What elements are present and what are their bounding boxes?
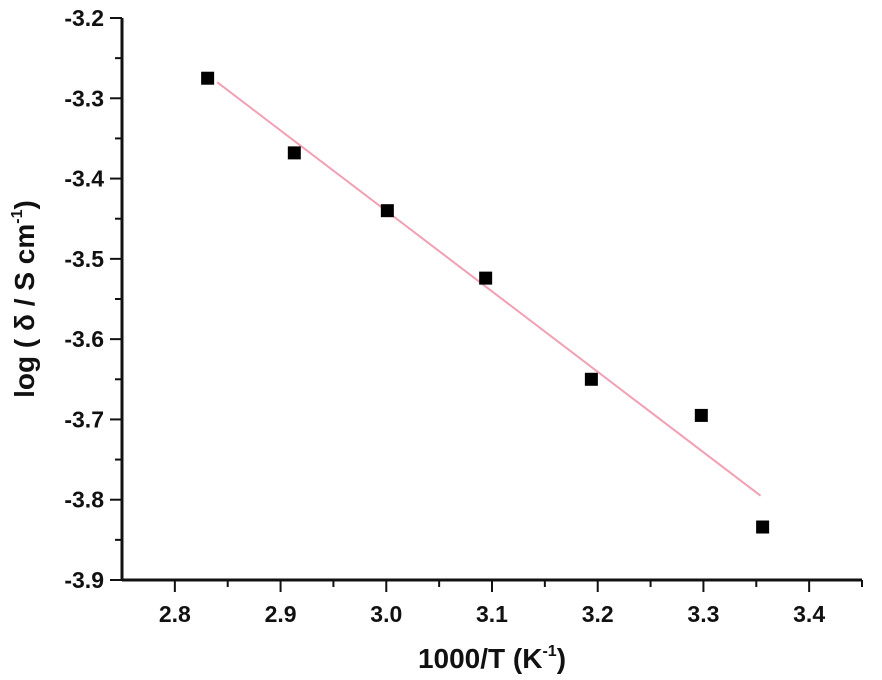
- y-tick-label: -3.2: [64, 5, 104, 31]
- data-points: [201, 71, 770, 534]
- fit-line: [216, 81, 762, 497]
- y-tick-label: -3.5: [64, 246, 104, 272]
- data-point: [201, 71, 215, 85]
- x-tick-label: 3.2: [582, 601, 614, 627]
- data-point: [756, 520, 770, 534]
- x-axis-title: 1000/T (K-1): [418, 643, 566, 674]
- x-tick-label: 2.8: [159, 601, 191, 627]
- y-tick-label: -3.9: [64, 567, 104, 593]
- y-tick-label: -3.8: [64, 487, 104, 513]
- y-axis-title: log ( δ / S cm-1): [9, 200, 40, 398]
- y-tick-label: -3.4: [64, 166, 104, 192]
- data-point: [584, 372, 598, 386]
- data-point: [287, 146, 301, 160]
- y-tick-label: -3.7: [64, 406, 104, 432]
- y-tick-label: -3.3: [64, 85, 104, 111]
- y-axis-ticks: -3.2 -3.3 -3.4 -3.5 -3.6 -3.7 -3.8 -3.9: [64, 5, 122, 593]
- plot-frame: [120, 18, 862, 582]
- data-point: [380, 204, 394, 218]
- x-tick-label: 3.4: [793, 601, 825, 627]
- x-tick-label: 3.1: [476, 601, 508, 627]
- x-tick-label: 3.0: [370, 601, 402, 627]
- x-tick-label: 2.9: [265, 601, 297, 627]
- x-axis-ticks: 2.8 2.9 3.0 3.1 3.2 3.3 3.4: [159, 580, 863, 627]
- data-point: [479, 271, 493, 285]
- data-point: [694, 408, 708, 422]
- y-tick-label: -3.6: [64, 326, 104, 352]
- x-tick-label: 3.3: [687, 601, 719, 627]
